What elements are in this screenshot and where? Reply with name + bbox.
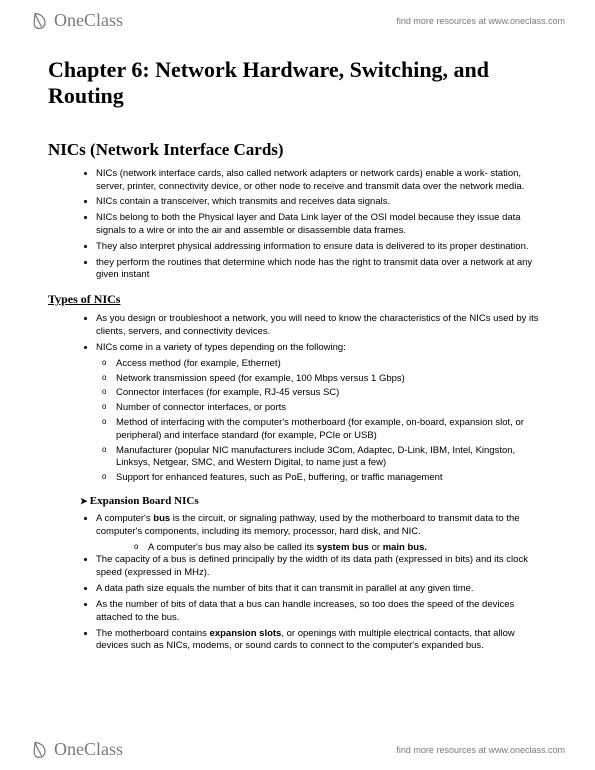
list-item: A computer's bus is the circuit, or sign…: [96, 513, 547, 539]
subsection-heading-expansion: Expansion Board NICs: [80, 495, 547, 507]
leaf-icon: [30, 11, 50, 31]
subsection-heading-types: Types of NICs: [48, 292, 547, 307]
list-item: Method of interfacing with the computer'…: [116, 417, 547, 443]
list-item: The capacity of a bus is defined princip…: [96, 554, 547, 580]
expansion-list-2: The capacity of a bus is defined princip…: [48, 554, 547, 653]
list-item: They also interpret physical addressing …: [96, 241, 547, 254]
list-item: NICs contain a transceiver, which transm…: [96, 196, 547, 209]
page-header: OneClass find more resources at www.onec…: [0, 0, 595, 37]
section-heading-nics: NICs (Network Interface Cards): [48, 140, 547, 160]
list-item: they perform the routines that determine…: [96, 257, 547, 283]
list-item: A data path size equals the number of bi…: [96, 583, 547, 596]
list-item: As you design or troubleshoot a network,…: [96, 313, 547, 339]
chapter-title: Chapter 6: Network Hardware, Switching, …: [48, 57, 547, 110]
list-item: Manufacturer (popular NIC manufacturers …: [116, 445, 547, 471]
brand-logo: OneClass: [30, 10, 123, 31]
brand-name-footer: OneClass: [54, 739, 123, 760]
nics-list: NICs (network interface cards, also call…: [48, 168, 547, 283]
list-item: The motherboard contains expansion slots…: [96, 628, 547, 654]
list-item: NICs (network interface cards, also call…: [96, 168, 547, 194]
list-item: NICs come in a variety of types dependin…: [96, 342, 547, 355]
expansion-list: A computer's bus is the circuit, or sign…: [48, 513, 547, 539]
expansion-subsub: A computer's bus may also be called its …: [48, 542, 547, 555]
list-item: NICs belong to both the Physical layer a…: [96, 212, 547, 238]
leaf-icon: [30, 740, 50, 760]
page-content: Chapter 6: Network Hardware, Switching, …: [0, 37, 595, 666]
list-item: Access method (for example, Ethernet): [116, 358, 547, 371]
types-sublist: Access method (for example, Ethernet) Ne…: [48, 358, 547, 485]
header-tagline: find more resources at www.oneclass.com: [396, 16, 565, 26]
types-list: As you design or troubleshoot a network,…: [48, 313, 547, 354]
list-item: Network transmission speed (for example,…: [116, 373, 547, 386]
footer-tagline: find more resources at www.oneclass.com: [396, 745, 565, 755]
list-item: Number of connector interfaces, or ports: [116, 402, 547, 415]
brand-logo-footer: OneClass: [30, 739, 123, 760]
list-item: Support for enhanced features, such as P…: [116, 472, 547, 485]
page-footer: OneClass find more resources at www.onec…: [0, 733, 595, 770]
list-item: As the number of bits of data that a bus…: [96, 599, 547, 625]
list-item: A computer's bus may also be called its …: [148, 542, 547, 555]
brand-name: OneClass: [54, 10, 123, 31]
list-item: Connector interfaces (for example, RJ-45…: [116, 387, 547, 400]
